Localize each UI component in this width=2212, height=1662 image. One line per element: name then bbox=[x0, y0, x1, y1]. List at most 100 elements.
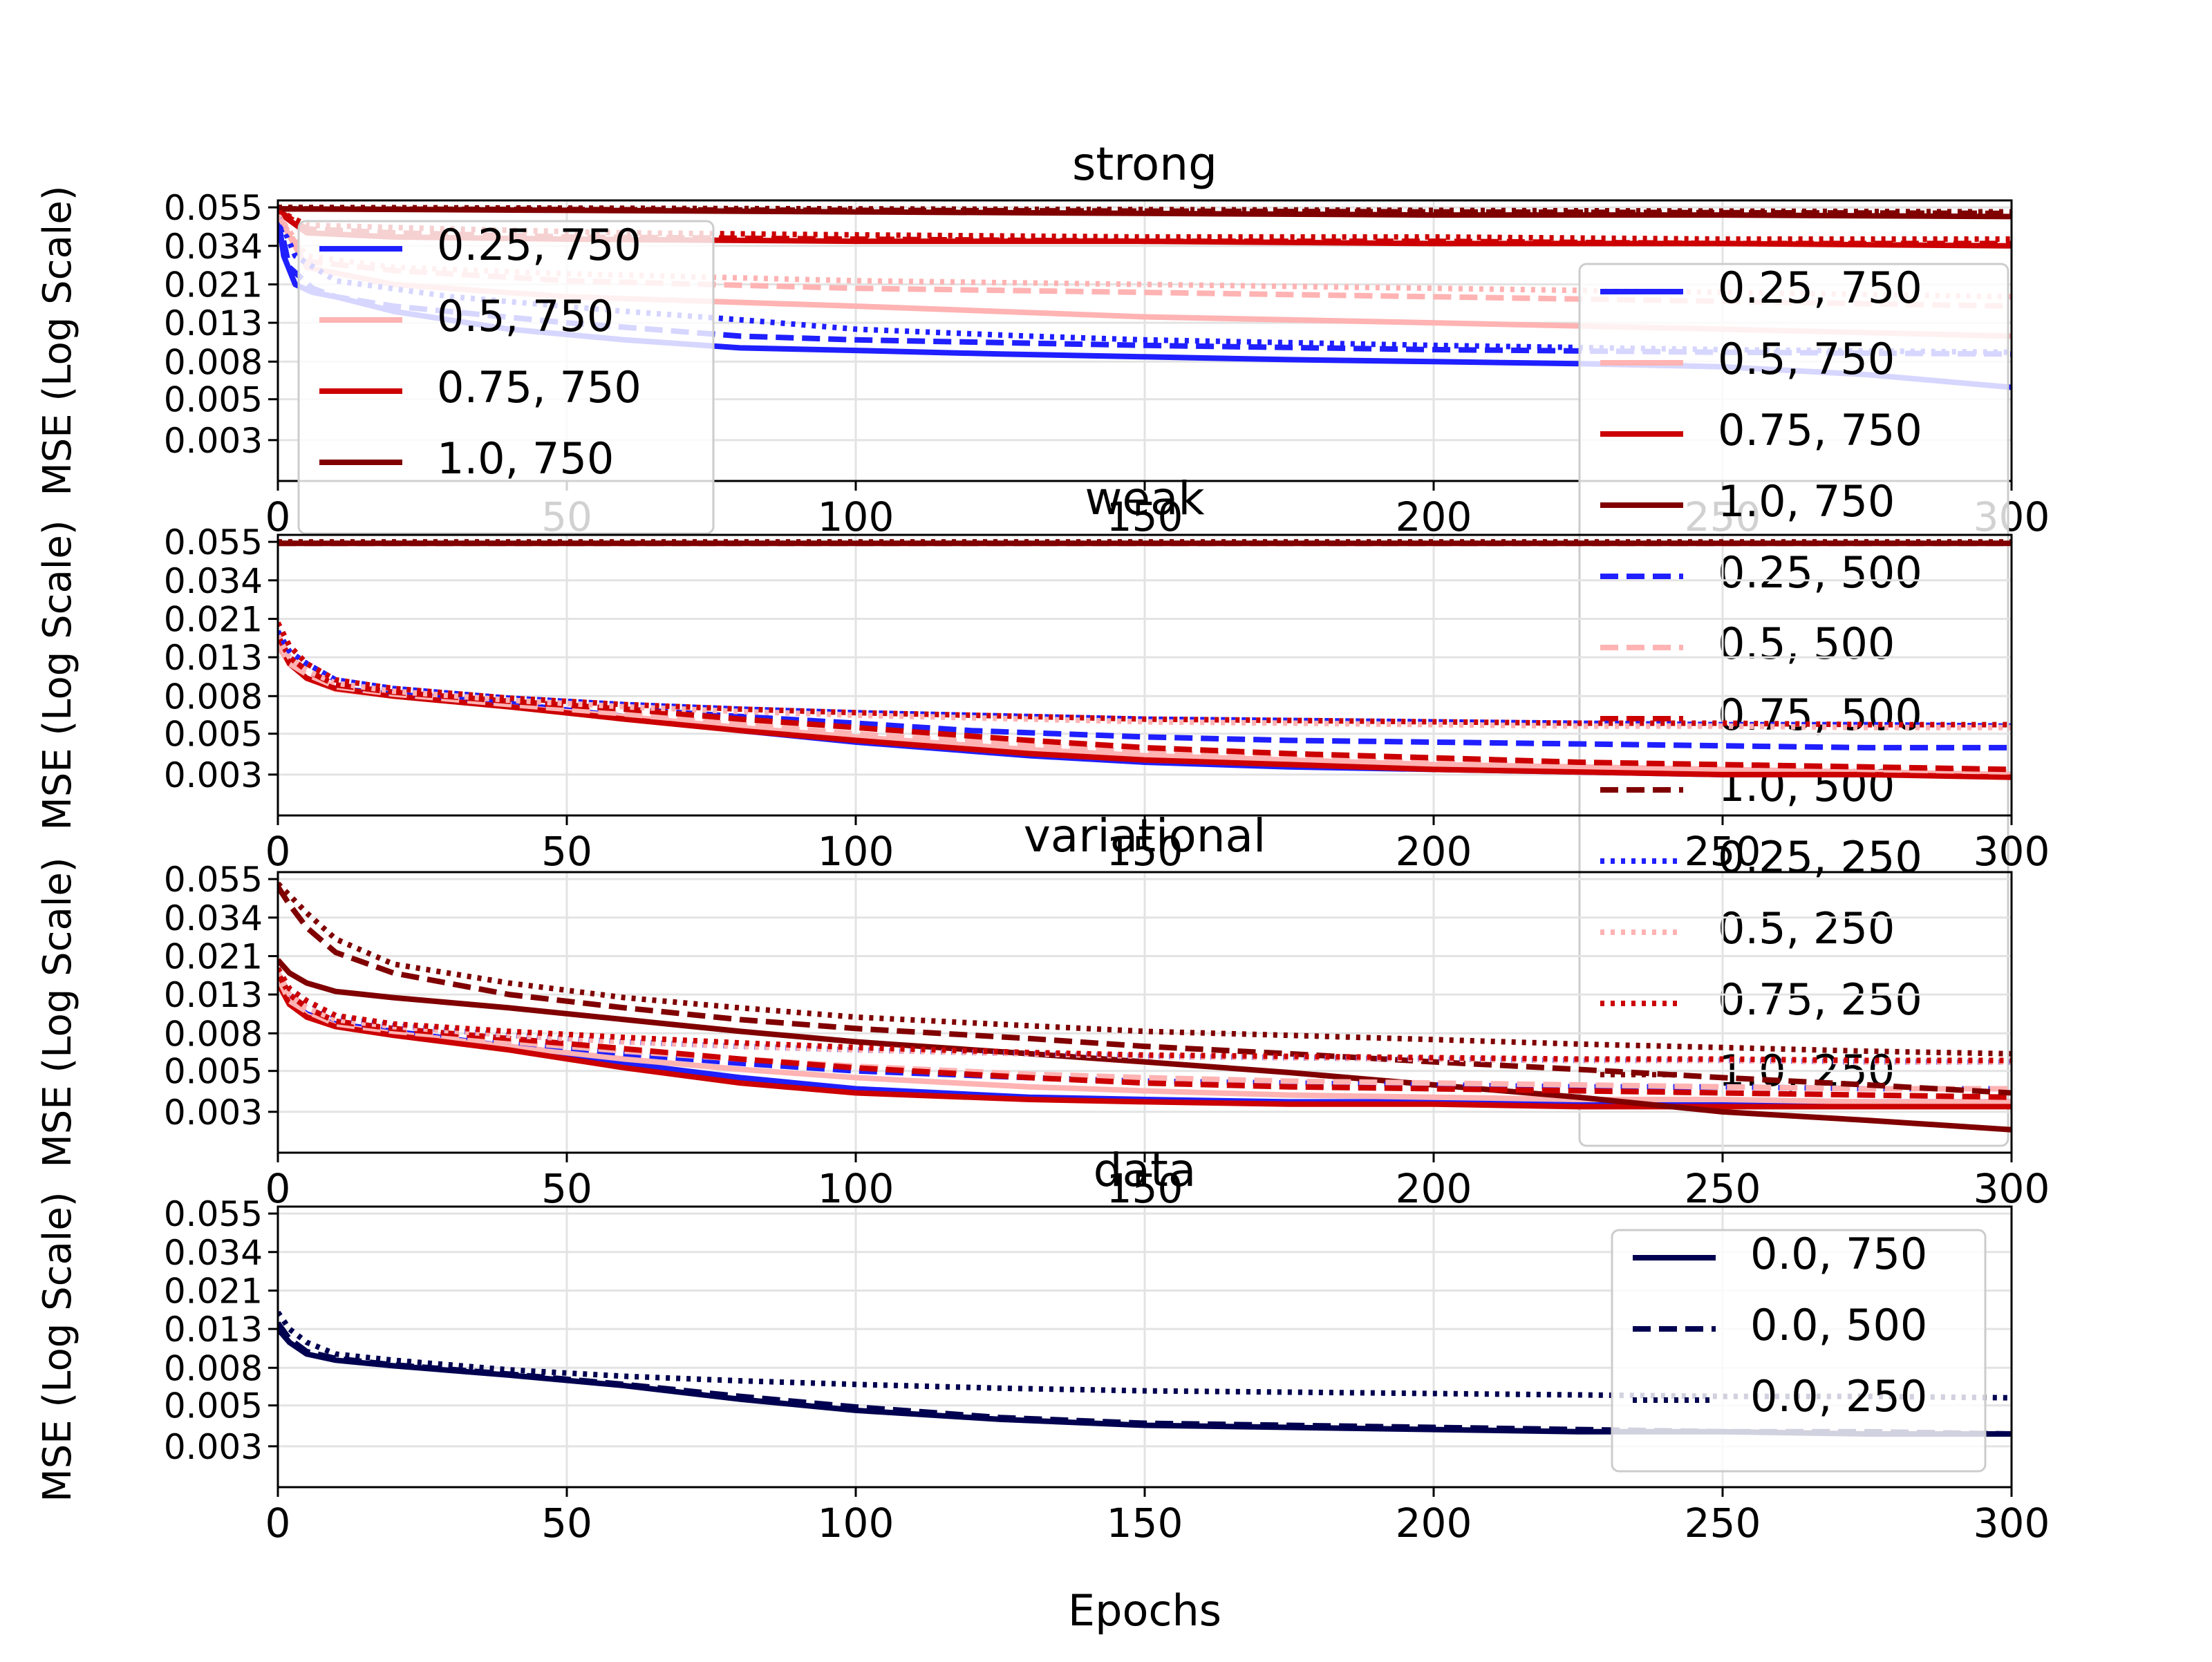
legend-label: 0.0, 250 bbox=[1750, 1371, 1927, 1422]
x-tick-label: 150 bbox=[1107, 828, 1183, 875]
legend-box bbox=[1578, 263, 2009, 1147]
x-tick-label: 100 bbox=[818, 1500, 894, 1547]
legend-label: 0.25, 750 bbox=[1718, 263, 1922, 313]
x-tick-label: 0 bbox=[265, 493, 291, 540]
x-tick-label: 300 bbox=[1974, 1165, 2050, 1212]
x-tick-label: 200 bbox=[1396, 828, 1472, 875]
x-tick-label: 150 bbox=[1107, 1165, 1183, 1212]
x-tick-label: 250 bbox=[1685, 1165, 1761, 1212]
y-tick-label: 0.003 bbox=[164, 421, 263, 461]
legend-label: 0.75, 500 bbox=[1718, 690, 1922, 740]
series-line bbox=[278, 981, 2012, 1110]
legend-label: 0.5, 750 bbox=[437, 291, 614, 341]
y-tick-label: 0.013 bbox=[164, 303, 263, 343]
y-tick-label: 0.008 bbox=[164, 677, 263, 717]
grid bbox=[276, 872, 2013, 1153]
x-tick-label: 200 bbox=[1396, 1500, 1472, 1547]
x-tick-label: 150 bbox=[1107, 493, 1183, 540]
series-line bbox=[278, 621, 2012, 728]
x-tick-label: 300 bbox=[1974, 828, 2050, 875]
y-tick-label: 0.034 bbox=[164, 898, 263, 938]
legend-label: 0.75, 750 bbox=[437, 362, 641, 413]
x-tick-label: 100 bbox=[818, 1165, 894, 1212]
series-line bbox=[278, 205, 2012, 215]
y-tick-label: 0.013 bbox=[164, 1310, 263, 1350]
series-line bbox=[278, 972, 2012, 1100]
subplot-title: strong bbox=[1072, 138, 1217, 191]
legend-label: 0.25, 250 bbox=[1718, 832, 1922, 882]
y-tick-label: 0.005 bbox=[164, 380, 263, 420]
series-line bbox=[278, 885, 2012, 1096]
y-tick-label: 0.055 bbox=[164, 188, 263, 228]
x-tick-label: 300 bbox=[1974, 1500, 2050, 1547]
y-tick-label: 0.005 bbox=[164, 715, 263, 755]
y-tick-label: 0.008 bbox=[164, 1348, 263, 1388]
y-axis-label: MSE (Log Scale) bbox=[35, 185, 80, 495]
legend: 0.25, 750 0.5, 750 0.75, 750 1.0, 750 bbox=[297, 220, 715, 535]
y-tick-label: 0.034 bbox=[164, 1233, 263, 1273]
y-axis-label: MSE (Log Scale) bbox=[35, 1191, 80, 1502]
legend-label: 0.0, 750 bbox=[1750, 1229, 1927, 1279]
x-tick-label: 250 bbox=[1685, 1500, 1761, 1547]
y-tick-label: 0.021 bbox=[164, 937, 263, 977]
series-line bbox=[278, 967, 2012, 1064]
series-line bbox=[278, 634, 2012, 773]
x-tick-label: 0 bbox=[265, 828, 291, 875]
x-tick-label: 50 bbox=[541, 828, 592, 875]
x-tick-label: 200 bbox=[1396, 1165, 1472, 1212]
series-group bbox=[278, 539, 2012, 780]
series-line bbox=[278, 881, 2012, 1057]
y-tick-label: 0.008 bbox=[164, 342, 263, 382]
series-line bbox=[278, 207, 2012, 242]
series-group bbox=[278, 881, 2012, 1133]
y-axis-label: MSE (Log Scale) bbox=[35, 520, 80, 830]
x-axis-label: Epochs bbox=[1068, 1585, 1221, 1636]
x-tick-label: 100 bbox=[818, 493, 894, 540]
y-tick-label: 0.021 bbox=[164, 265, 263, 305]
y-tick-label: 0.005 bbox=[164, 1052, 263, 1092]
y-tick-label: 0.034 bbox=[164, 227, 263, 267]
y-tick-label: 0.013 bbox=[164, 638, 263, 678]
y-tick-label: 0.008 bbox=[164, 1014, 263, 1054]
legend-label: 0.25, 750 bbox=[437, 220, 641, 270]
legend-label: 0.0, 500 bbox=[1750, 1300, 1927, 1350]
y-tick-label: 0.003 bbox=[164, 1427, 263, 1467]
y-tick-label: 0.055 bbox=[164, 522, 263, 563]
legend-label: 0.5, 750 bbox=[1718, 334, 1895, 384]
y-tick-label: 0.013 bbox=[164, 975, 263, 1015]
legend-label: 1.0, 750 bbox=[437, 433, 614, 484]
series-line bbox=[278, 634, 2012, 730]
y-tick-label: 0.005 bbox=[164, 1386, 263, 1426]
y-tick-label: 0.003 bbox=[164, 755, 263, 795]
y-axis-label: MSE (Log Scale) bbox=[35, 857, 80, 1167]
x-tick-label: 250 bbox=[1685, 828, 1761, 875]
legend-box bbox=[297, 220, 715, 535]
legend-label: 0.5, 250 bbox=[1718, 903, 1895, 954]
legend: 0.25, 750 0.5, 750 0.75, 750 1.0, 750 0.25, … bbox=[1578, 263, 2009, 1147]
series-line bbox=[278, 1310, 2012, 1401]
legend-label: 0.75, 750 bbox=[1718, 405, 1922, 455]
x-tick-label: 150 bbox=[1107, 1500, 1183, 1547]
x-tick-label: 50 bbox=[541, 1500, 592, 1547]
x-tick-label: 200 bbox=[1396, 493, 1472, 540]
y-tick-label: 0.034 bbox=[164, 561, 263, 601]
subplot-title: variational bbox=[1024, 809, 1266, 862]
legend-box bbox=[1611, 1229, 1987, 1473]
subplot-title: weak bbox=[1085, 472, 1205, 525]
legend: 0.0, 750 0.0, 500 0.0, 250 bbox=[1611, 1229, 1987, 1473]
series-line bbox=[278, 958, 2012, 1133]
x-tick-label: 0 bbox=[265, 1165, 291, 1212]
series-line bbox=[278, 1321, 2012, 1437]
x-tick-label: 0 bbox=[265, 1500, 291, 1547]
legend-label: 0.25, 500 bbox=[1718, 547, 1922, 598]
legend-label: 1.0, 750 bbox=[1718, 476, 1895, 527]
y-tick-label: 0.021 bbox=[164, 1272, 263, 1312]
y-tick-label: 0.055 bbox=[164, 860, 263, 900]
y-tick-label: 0.003 bbox=[164, 1093, 263, 1133]
subplot-title: data bbox=[1094, 1144, 1197, 1197]
legend-label: 0.75, 250 bbox=[1718, 974, 1922, 1025]
